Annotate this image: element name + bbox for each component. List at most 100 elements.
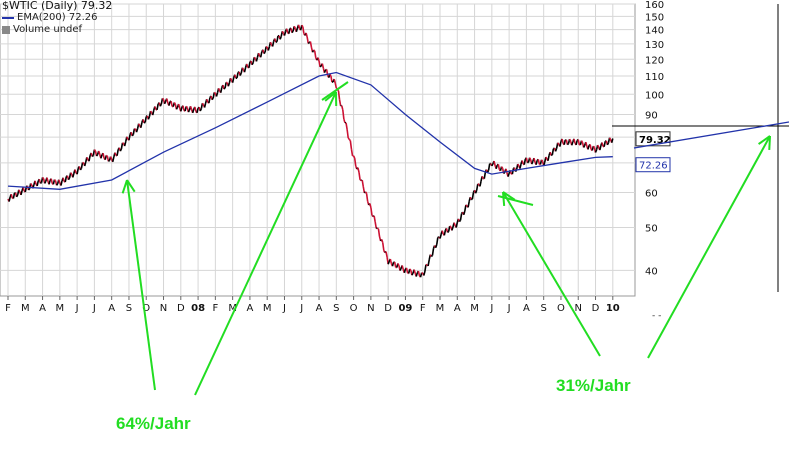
price-segment (236, 72, 239, 79)
price-segment (41, 176, 45, 180)
arrow-left-ema (126, 179, 156, 391)
arrow-right-ema-head (502, 191, 506, 207)
price-segment (471, 192, 475, 200)
price-segment (533, 157, 536, 163)
x-tick-label: F (420, 303, 426, 314)
x-tick-label: D (177, 303, 185, 314)
x-tick-label: S (333, 303, 339, 314)
price-segment (424, 264, 427, 272)
price-segment (147, 116, 151, 120)
price-segment (116, 149, 119, 156)
price-segment (342, 109, 345, 120)
price-segment (257, 52, 261, 57)
price-segment (373, 215, 376, 223)
price-segment (46, 177, 49, 182)
arrow-left-ema-head (121, 179, 128, 194)
price-segment (285, 28, 289, 34)
price-segment (39, 182, 42, 185)
price-segment (137, 123, 141, 127)
price-segment (594, 149, 598, 153)
price-segment (83, 161, 87, 167)
x-tick-label: N (574, 303, 581, 314)
price-segment (568, 138, 572, 142)
price-segment (563, 139, 567, 145)
price-segment (610, 138, 614, 143)
price-segment (86, 156, 89, 161)
x-tick-label: F (5, 303, 11, 314)
price-segment (224, 82, 227, 89)
price-segment (474, 189, 478, 194)
price-segment (551, 148, 555, 155)
price-segment (123, 141, 127, 147)
price-segment (458, 219, 462, 223)
price-segment (582, 144, 586, 148)
y-tick-label: 50 (645, 223, 658, 234)
price-segment (571, 141, 574, 146)
y-tick-label: 110 (645, 72, 664, 83)
price-segment (132, 128, 136, 135)
price-segment (10, 193, 14, 199)
price-segment (30, 182, 33, 186)
arrow-left-peak (194, 91, 337, 396)
price-segment (74, 169, 77, 174)
x-tick-label: M (263, 303, 272, 314)
x-tick-label: J (282, 303, 286, 314)
y-tick-label: 150 (645, 12, 664, 23)
x-tick-label: F (212, 303, 218, 314)
price-segment (149, 110, 153, 114)
price-segment (464, 204, 467, 212)
price-segment (387, 261, 390, 265)
x-tick-label: A (108, 303, 115, 314)
price-segment (168, 101, 171, 106)
arrow-left-peak-head (324, 91, 337, 102)
price-segment (293, 25, 296, 29)
price-segment (154, 106, 157, 110)
price-segment (151, 109, 155, 116)
price-segment (329, 73, 332, 77)
x-tick-label: O (350, 303, 358, 314)
y-tick-label: 40 (645, 266, 658, 277)
price-segment (497, 164, 501, 170)
price-segment (60, 180, 63, 186)
price-segment (62, 177, 65, 182)
price-segment (554, 148, 558, 152)
price-segment (309, 41, 313, 48)
price-segment (182, 105, 185, 111)
price-segment (346, 129, 349, 139)
price-segment (291, 30, 294, 34)
price-segment (393, 261, 397, 268)
price-segment (58, 179, 61, 184)
price-segment (163, 100, 167, 105)
annotation-left: 64%/Jahr (116, 414, 191, 433)
price-segment (415, 272, 419, 277)
price-segment (319, 65, 322, 68)
price-segment (525, 157, 529, 163)
price-segment (196, 107, 199, 113)
y-tick-label: 120 (645, 55, 664, 66)
x-tick-label: M (470, 303, 479, 314)
price-segment (521, 160, 524, 165)
price-segment (493, 160, 496, 166)
price-segment (606, 142, 610, 146)
price-segment (185, 105, 188, 108)
price-segment (159, 103, 163, 107)
price-segment (391, 261, 395, 267)
price-segment (267, 46, 271, 51)
touch-mark-peak (321, 81, 349, 101)
price-segment (301, 24, 304, 28)
x-tick-label: S (126, 303, 132, 314)
price-segment (173, 102, 177, 105)
price-segment (177, 103, 181, 109)
price-segment (255, 57, 259, 62)
price-segment (537, 159, 541, 165)
x-tick-label: 10 (606, 303, 620, 314)
price-segment (517, 163, 520, 167)
price-segment (413, 269, 416, 274)
price-segment (295, 27, 299, 33)
price-segment (453, 222, 456, 226)
price-segment (550, 154, 553, 157)
touch-mark-right (497, 195, 534, 206)
price-segment (340, 105, 344, 111)
price-segment (144, 116, 148, 123)
price-segment (8, 196, 11, 202)
